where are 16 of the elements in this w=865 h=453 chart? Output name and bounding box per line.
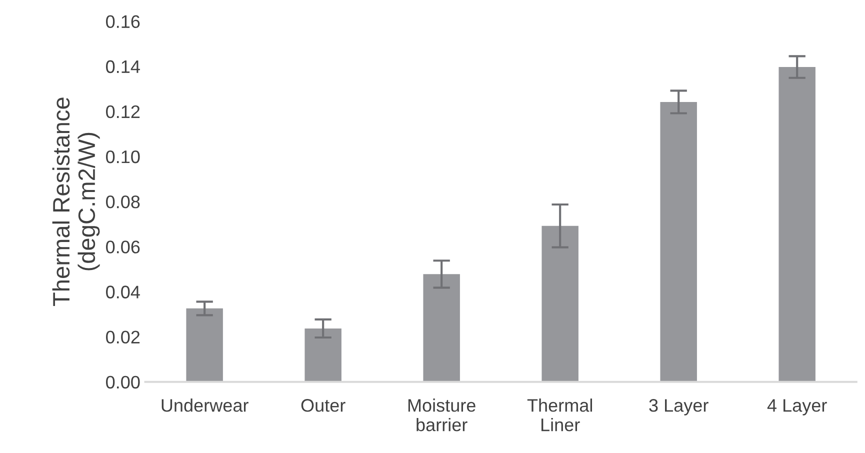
- y-tick-label: 0.00: [106, 376, 140, 389]
- y-axis-title: Thermal Resistance (degC.m2/W): [52, 98, 100, 306]
- y-tick-label: 0.08: [106, 196, 140, 208]
- x-tick-label: Moisture barrier: [408, 398, 476, 432]
- x-tick-label: Underwear: [162, 398, 248, 412]
- x-tick-label: Thermal Liner: [527, 398, 592, 432]
- x-tick-label: 3 Layer: [649, 399, 708, 416]
- x-tick-label: 4 Layer: [767, 399, 827, 416]
- y-tick-label: 0.12: [106, 105, 140, 118]
- x-tick-label: Outer: [301, 399, 346, 412]
- y-tick-label: 0.02: [106, 330, 140, 344]
- y-tick-label: 0.04: [106, 286, 140, 298]
- y-tick-label: 0.06: [106, 240, 140, 254]
- y-tick-label: 0.10: [106, 150, 140, 164]
- y-tick-label: 0.16: [106, 15, 140, 28]
- y-tick-label: 0.14: [106, 60, 140, 74]
